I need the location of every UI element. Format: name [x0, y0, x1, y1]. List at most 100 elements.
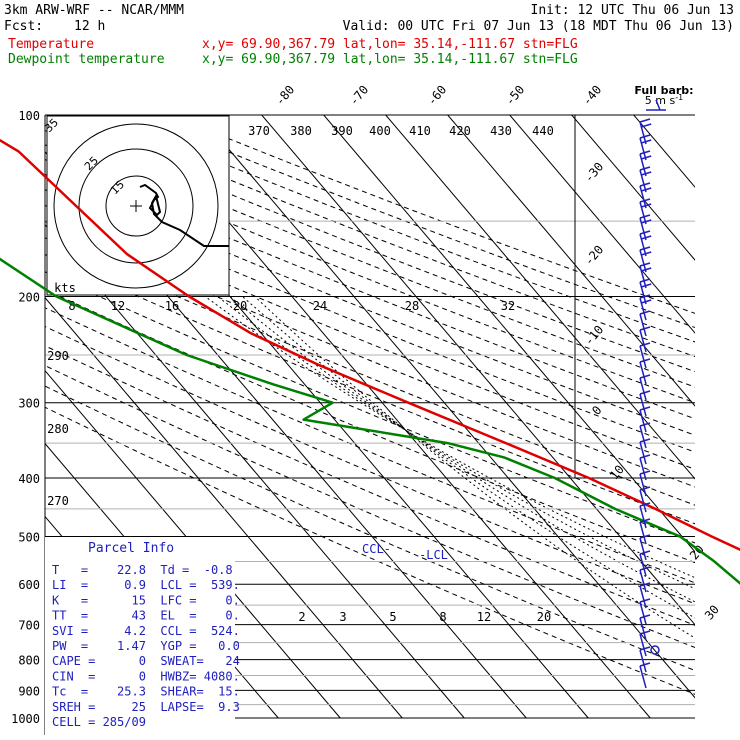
wind-barb-flag-21-0: [639, 454, 651, 459]
isotherm-label--40: -40: [580, 83, 605, 109]
wind-barb-flag-33-0: [639, 646, 651, 651]
wind-barb-staff-15: [639, 361, 647, 385]
fcst-label: Fcst:: [4, 19, 43, 34]
legend-temperature: Temperature: [8, 37, 94, 52]
isotherm-label--30: -30: [582, 160, 607, 186]
parcel-info-row-1: LI = 0.9 LCL = 539.: [52, 578, 240, 592]
wind-barb-flag-2-0: [639, 150, 651, 155]
pressure-label-500: 500: [18, 530, 40, 544]
ring-inner: [105, 175, 167, 237]
theta-label-400: 400: [369, 124, 391, 138]
pressure-label-300: 300: [18, 397, 40, 411]
wind-barb-staff-1: [639, 137, 647, 161]
isotherm--20: [261, 115, 695, 626]
isotherm-label--10: -10: [582, 323, 607, 349]
wind-barb-flag-13-0: [639, 326, 651, 331]
barb-legend-units-main: 5 m s: [645, 94, 676, 107]
parcel-info-row-4: SVI = 4.2 CCL = 524.: [52, 624, 240, 638]
theta-label-410: 410: [409, 124, 431, 138]
wind-barb-staff-32: [639, 633, 647, 657]
isotherm-label-30: 30: [702, 602, 722, 622]
wind-barb-flag-27-0: [639, 550, 651, 555]
wind-barb-staff-7: [639, 233, 647, 257]
wind-barb-flag-11-1: [640, 299, 652, 304]
isotherm-40: [633, 115, 695, 188]
wind-barb-staff-26: [639, 537, 647, 561]
mixing-ratio-label-12: 12: [477, 610, 491, 624]
isotherm-label--20: -20: [582, 243, 607, 269]
isotherm--80: [45, 296, 403, 719]
pressure-label-400: 400: [18, 472, 40, 486]
calm-wind-marker: [650, 645, 660, 655]
isotherm-label--50: -50: [503, 83, 528, 109]
init-time: Init: 12 UTC Thu 06 Jun 13: [531, 3, 735, 18]
hodograph-speed-label-3: 16: [165, 299, 179, 313]
dewpoint-trace: [0, 257, 740, 585]
wind-barb-flag-22-0: [639, 470, 651, 475]
wind-barb-flag-8-1: [640, 251, 652, 256]
wind-barb-flag-19-0: [639, 422, 651, 427]
barb-legend-label: Full barb:: [634, 84, 693, 97]
wind-barb-flag-17-0: [639, 390, 651, 395]
isotherm-label--80: -80: [273, 83, 298, 109]
wind-barb-flag-20-0: [639, 438, 651, 443]
ring-outer: [53, 123, 219, 289]
moist-adiabat-0: [242, 296, 695, 619]
pressure-label-800: 800: [18, 654, 40, 668]
wind-barb-flag-3-0: [639, 166, 651, 171]
parcel-info-row-0: T = 22.8 Td = -0.8: [52, 563, 233, 577]
wind-barb-staff-18: [639, 409, 647, 433]
parcel-info-row-6: CAPE = 0 SWEAT= 24: [52, 654, 240, 668]
parcel-info-title: Parcel Info: [88, 541, 174, 556]
wind-barb-staff-20: [639, 441, 647, 465]
isotherm-50: [696, 115, 740, 718]
wind-barb-flag-6-0: [639, 214, 651, 219]
pressure-label-1000: 1000: [11, 712, 40, 726]
isotherm-label-10: 10: [607, 462, 627, 482]
mixing-ratio-label-8: 8: [439, 610, 446, 624]
wind-barb-flag-7-1: [640, 235, 652, 240]
fcst-value: 12 h: [74, 19, 105, 34]
wind-barb-staff-34: [639, 665, 647, 689]
wind-barb-flag-30-0: [639, 598, 651, 603]
pressure-label-200: 200: [18, 291, 40, 305]
wind-barb-flag-5-1: [640, 203, 652, 208]
wind-barbs: [639, 99, 666, 689]
wind-barb-flag-0-0: [639, 118, 651, 123]
hodograph-trace: [139, 183, 229, 247]
isotherm--10: [323, 115, 695, 553]
wind-barb-flag-1-0: [639, 134, 651, 139]
sounding-traces: CCL- -LCL: [0, 138, 740, 585]
wind-barb-staff-28: [639, 569, 647, 593]
wind-barb-flag-32-0: [639, 630, 651, 635]
wind-barb-staff-6: [639, 217, 647, 241]
hodograph-speed-label-6: 28: [405, 299, 419, 313]
theta-label-left-280: 280: [47, 422, 69, 436]
wind-barb-staff-33: [639, 649, 647, 673]
wind-barb-staff-0: [639, 121, 647, 145]
wind-barb-staff-5: [639, 201, 647, 225]
wind-barb-staff-11: [639, 297, 647, 321]
mixing-ratio-line-0: [710, 584, 740, 718]
wind-barb-flag-1-1: [640, 139, 652, 144]
isotherm-label--60: -60: [425, 83, 450, 109]
legend-dewpoint: Dewpoint temperature: [8, 52, 165, 67]
theta-label-380: 380: [290, 124, 312, 138]
legend-temperature-location: x,y= 69.90,367.79 lat,lon= 35.14,-111.67…: [202, 37, 578, 52]
wind-barb-staff-10: [639, 281, 647, 305]
theta-label-440: 440: [532, 124, 554, 138]
isotherm--90: [45, 369, 341, 719]
pressure-label-600: 600: [18, 578, 40, 592]
parcel-info-background: [45, 537, 235, 735]
wind-barb-staff-19: [639, 425, 647, 449]
wind-barb-flag-2-1: [640, 155, 652, 160]
pressure-label-100: 100: [18, 109, 40, 123]
wind-barb-staff-2: [639, 153, 647, 177]
parcel-info-row-8: Tc = 25.3 SHEAR= 15.: [52, 685, 240, 699]
wind-barb-flag-12-0: [639, 310, 651, 315]
mixing-ratio-label-5: 5: [389, 610, 396, 624]
wind-barb-flag-28-0: [639, 566, 651, 571]
dry-adiabat-460: [169, 115, 695, 314]
wind-barb-flag-16-0: [639, 374, 651, 379]
